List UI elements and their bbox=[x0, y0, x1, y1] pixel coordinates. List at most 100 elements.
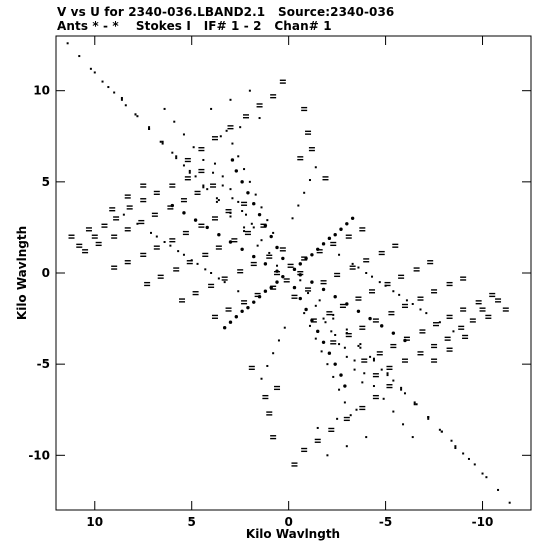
data-point bbox=[250, 222, 253, 225]
data-point bbox=[446, 281, 453, 284]
x-tick-label: 5 bbox=[188, 515, 196, 529]
data-point bbox=[76, 243, 83, 246]
data-point bbox=[126, 208, 133, 210]
data-point bbox=[390, 343, 397, 346]
data-point bbox=[338, 253, 341, 256]
data-point bbox=[405, 299, 408, 302]
data-point bbox=[372, 385, 375, 388]
data-point bbox=[171, 151, 174, 154]
data-point bbox=[372, 318, 379, 320]
data-point bbox=[431, 292, 438, 294]
data-point bbox=[153, 193, 160, 195]
data-point bbox=[444, 336, 451, 339]
data-point bbox=[489, 292, 496, 295]
data-point bbox=[202, 186, 205, 189]
data-point bbox=[179, 301, 186, 303]
data-point bbox=[462, 334, 469, 337]
data-point bbox=[208, 283, 215, 286]
data-point bbox=[333, 362, 337, 366]
data-point bbox=[326, 454, 329, 457]
data-point bbox=[304, 256, 308, 261]
data-point bbox=[194, 175, 197, 178]
data-point bbox=[417, 296, 424, 298]
data-point bbox=[378, 253, 385, 256]
data-point bbox=[343, 384, 347, 388]
data-point bbox=[349, 268, 356, 270]
data-point bbox=[326, 313, 333, 316]
data-point bbox=[363, 372, 366, 375]
data-point bbox=[237, 155, 240, 158]
data-point bbox=[502, 310, 509, 312]
data-point bbox=[305, 290, 312, 292]
data-point bbox=[163, 107, 166, 110]
data-point bbox=[417, 354, 424, 356]
data-point bbox=[320, 280, 327, 282]
data-point bbox=[460, 276, 467, 278]
data-points bbox=[66, 42, 511, 504]
data-point bbox=[380, 324, 384, 328]
data-point bbox=[301, 450, 308, 453]
data-point bbox=[194, 190, 201, 193]
data-point bbox=[250, 264, 257, 267]
data-point bbox=[403, 338, 407, 343]
data-point bbox=[188, 169, 191, 172]
data-point bbox=[256, 103, 263, 105]
data-point bbox=[179, 298, 186, 300]
data-point bbox=[254, 292, 261, 295]
data-point bbox=[413, 401, 416, 404]
data-point bbox=[297, 156, 304, 158]
data-point bbox=[85, 227, 92, 229]
data-point bbox=[161, 140, 164, 143]
data-point bbox=[260, 206, 263, 209]
data-point bbox=[345, 328, 348, 331]
data-point bbox=[336, 417, 339, 420]
data-point bbox=[324, 321, 327, 324]
data-point bbox=[246, 191, 250, 195]
data-point bbox=[330, 343, 337, 345]
data-point bbox=[386, 386, 393, 389]
data-point bbox=[314, 438, 321, 441]
data-point bbox=[66, 42, 69, 45]
data-point bbox=[250, 261, 257, 264]
data-point bbox=[138, 222, 145, 225]
data-point bbox=[310, 253, 314, 257]
data-point bbox=[180, 200, 187, 203]
data-point bbox=[258, 117, 261, 120]
data-point bbox=[372, 394, 379, 397]
data-point bbox=[231, 197, 234, 200]
data-point bbox=[272, 352, 275, 355]
data-point bbox=[101, 226, 108, 228]
data-point bbox=[260, 226, 267, 228]
data-point bbox=[298, 262, 302, 266]
data-point bbox=[292, 285, 297, 290]
data-point bbox=[291, 297, 298, 299]
data-point bbox=[345, 302, 349, 306]
data-point bbox=[215, 197, 218, 200]
data-point bbox=[257, 295, 262, 299]
data-point bbox=[175, 155, 178, 158]
data-point bbox=[301, 109, 308, 112]
data-point bbox=[262, 394, 269, 397]
data-point bbox=[163, 241, 166, 244]
data-point bbox=[272, 231, 275, 234]
data-point bbox=[124, 227, 131, 229]
data-point bbox=[252, 226, 255, 229]
data-point bbox=[363, 261, 370, 263]
data-point bbox=[222, 325, 227, 330]
data-point bbox=[411, 436, 414, 439]
data-point bbox=[388, 313, 395, 316]
data-point bbox=[458, 325, 465, 328]
y-tick-label: 0 bbox=[42, 266, 50, 280]
data-point bbox=[361, 381, 364, 384]
data-point bbox=[327, 351, 332, 355]
data-point bbox=[198, 149, 205, 152]
data-point bbox=[287, 263, 294, 266]
data-point bbox=[401, 358, 408, 360]
data-point bbox=[332, 317, 335, 320]
data-point bbox=[328, 427, 335, 430]
data-point bbox=[111, 237, 118, 239]
data-point bbox=[475, 302, 482, 305]
data-point bbox=[305, 133, 312, 135]
data-point bbox=[467, 457, 470, 460]
data-point bbox=[301, 256, 308, 258]
